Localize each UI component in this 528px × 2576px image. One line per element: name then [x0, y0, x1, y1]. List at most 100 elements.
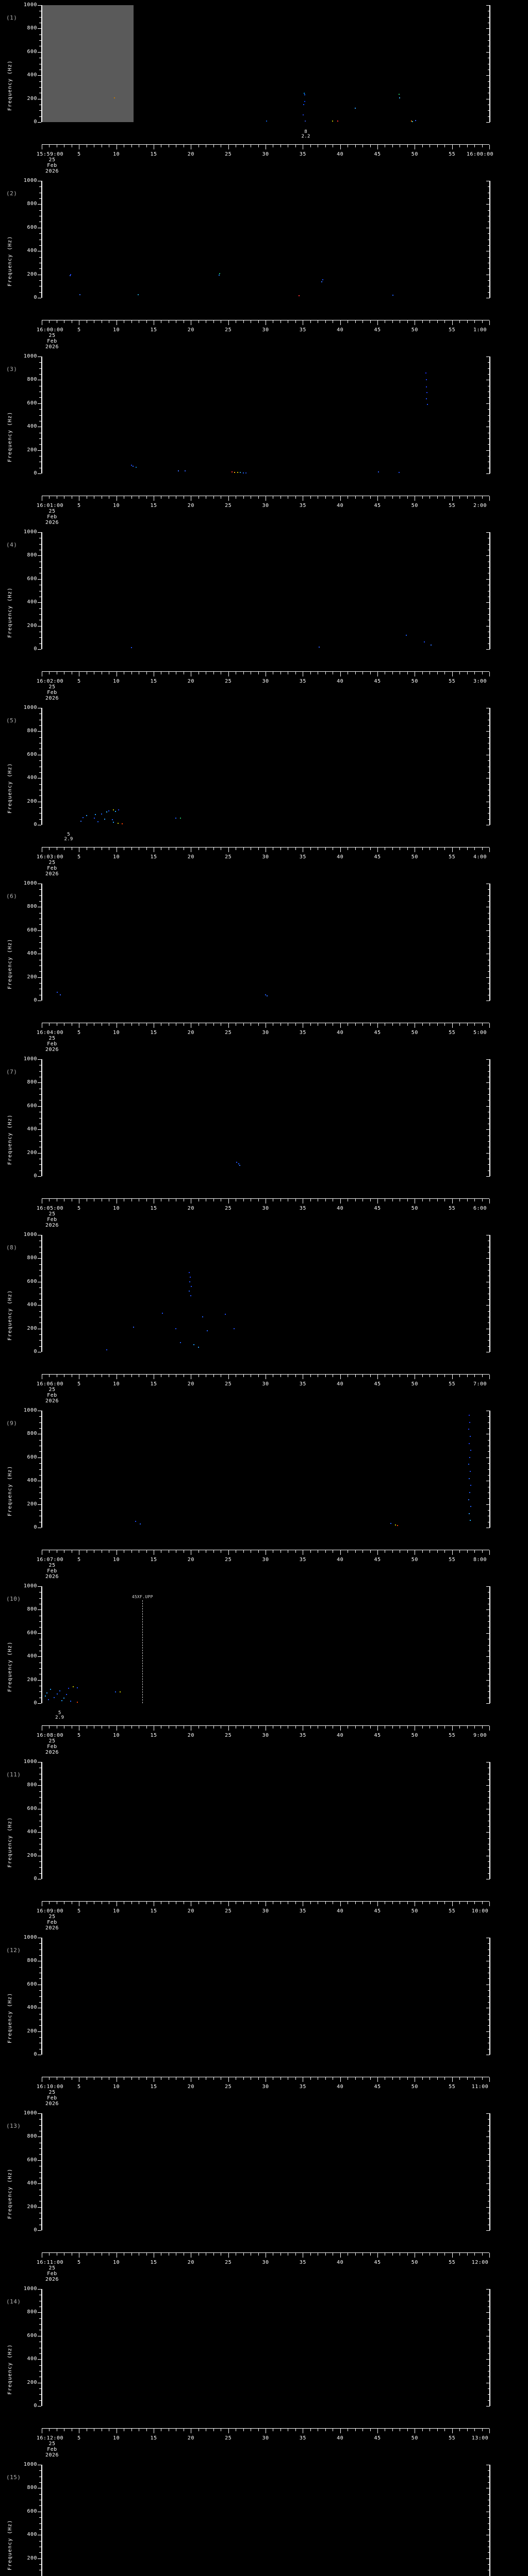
- x-axis-tick-label: 25: [225, 2435, 232, 2441]
- x-axis-tick: [355, 320, 356, 323]
- x-axis-tick: [49, 1902, 50, 1904]
- x-axis-tick: [131, 496, 132, 499]
- y-axis-tick: [38, 2183, 41, 2184]
- x-axis-tick: [489, 145, 490, 149]
- y-axis-tick: [38, 1785, 41, 1786]
- y-axis-tick: [488, 2564, 490, 2565]
- y-axis-tick-label: 800: [27, 1079, 37, 1086]
- x-axis-tick: [355, 1375, 356, 1377]
- y-axis-tick-label: 1000: [23, 880, 37, 886]
- y-axis-tick-label: 400: [27, 951, 37, 957]
- y-axis-tick: [39, 2154, 41, 2155]
- x-axis-tick: [370, 496, 371, 499]
- x-axis-tick: [146, 1199, 147, 1201]
- detection-pixel: [267, 995, 268, 996]
- x-axis-tick: [340, 1375, 341, 1379]
- x-axis-tick: [392, 2253, 393, 2256]
- x-axis-tick: [258, 320, 259, 323]
- x-axis-tick-label: 40: [337, 503, 344, 509]
- x-axis-tick: [310, 1199, 311, 1201]
- x-axis-tick: [280, 1550, 281, 1553]
- y-axis-tick: [39, 1498, 41, 1499]
- x-axis-tick: [213, 496, 214, 499]
- x-axis-tick: [422, 2077, 423, 2080]
- x-axis-tick: [355, 2077, 356, 2080]
- spectrogram-panel: 0 200 400 600 800 1000 Frequency (Hz) (2) 16:00:…: [0, 176, 528, 351]
- x-axis-tick-label: 20: [187, 151, 194, 157]
- x-axis-tick: [474, 848, 475, 850]
- y-axis-tick: [39, 2494, 41, 2495]
- y-axis-tick: [39, 1668, 41, 1669]
- y-axis-tick: [486, 1106, 490, 1107]
- y-axis-tick: [486, 1633, 490, 1634]
- x-axis-tick-label: 35: [299, 503, 306, 509]
- y-axis-tick: [39, 2119, 41, 2120]
- x-axis-tick-label: 40: [337, 151, 344, 157]
- x-axis-tick: [444, 320, 446, 323]
- x-axis-tick: [258, 1023, 259, 1026]
- x-axis-tick: [340, 320, 341, 325]
- y-axis-tick-label: 400: [27, 1829, 37, 1835]
- x-axis-tick: [243, 145, 244, 147]
- date-line: Feb: [47, 163, 57, 168]
- x-axis-tick: [49, 2253, 50, 2256]
- y-axis-tick-label: 200: [27, 1852, 37, 1858]
- x-axis-tick: [131, 1902, 132, 1904]
- y-axis-tick: [486, 5, 490, 6]
- x-axis-tick: [422, 1375, 423, 1377]
- x-axis-tick-label: 5: [77, 854, 81, 860]
- x-axis-tick: [489, 1199, 490, 1204]
- x-axis-tick-label: 40: [337, 2260, 344, 2265]
- x-axis-tick: [444, 2077, 446, 2080]
- y-axis-tick-label: 600: [27, 400, 37, 406]
- y-axis-tick-label: 600: [27, 48, 37, 55]
- detection-pixel: [218, 274, 220, 276]
- detection-pixel: [59, 1690, 60, 1692]
- y-axis-tick: [39, 1164, 41, 1165]
- y-axis-tick-label: 400: [27, 248, 37, 254]
- y-axis-tick-label: 200: [27, 271, 37, 277]
- x-axis-tick-label: 30: [262, 1381, 269, 1387]
- x-axis-tick: [280, 1726, 281, 1728]
- y-axis-tick-label: 0: [34, 2227, 37, 2233]
- y-axis-tick: [488, 2119, 490, 2120]
- detection-pixel: [54, 1697, 55, 1698]
- x-axis-start-label: 16:03:00: [36, 854, 64, 860]
- y-axis-tick: [39, 1416, 41, 1417]
- x-axis-end-label: 3:00: [473, 679, 487, 684]
- y-axis-tick: [38, 5, 41, 6]
- x-axis-tick: [362, 145, 364, 147]
- y-axis-tick: [488, 2172, 490, 2173]
- y-axis-tick: [39, 362, 41, 363]
- spectrogram-panel: 0 200 400 600 800 1000 Frequency (Hz) (6) 16:04:…: [0, 878, 528, 1054]
- x-axis-tick: [489, 320, 490, 325]
- x-axis-tick: [325, 1375, 326, 1377]
- x-axis-tick: [392, 496, 393, 499]
- x-axis-tick: [295, 848, 296, 850]
- x-axis-tick: [49, 145, 50, 147]
- detection-pixel: [189, 1281, 191, 1282]
- y-axis-spine-right: [489, 2465, 490, 2576]
- y-axis-tick: [488, 2037, 490, 2038]
- detection-pixel: [427, 404, 428, 405]
- x-axis-tick: [452, 145, 453, 149]
- x-axis-tick: [482, 1550, 483, 1553]
- x-axis-tick: [452, 1902, 453, 1906]
- y-axis-tick: [39, 1346, 41, 1347]
- y-axis-tick: [488, 1475, 490, 1476]
- y-axis-tick: [39, 268, 41, 269]
- y-axis-tick: [488, 1861, 490, 1862]
- x-axis-tick: [49, 496, 50, 499]
- spectrogram-panel: 0 200 400 600 800 1000 Frequency (Hz) (3) 16:01:…: [0, 351, 528, 527]
- peak-annotation-line2: 2.2: [301, 134, 310, 139]
- x-axis-tick: [49, 2429, 50, 2431]
- x-axis-tick: [146, 496, 147, 499]
- y-axis-tick-label: 1000: [23, 2462, 37, 2467]
- x-axis-tick-label: 5: [77, 1733, 81, 1738]
- y-axis-tick: [488, 2394, 490, 2395]
- x-axis-tick: [362, 1375, 364, 1377]
- y-axis-tick: [488, 1287, 490, 1289]
- y-axis-tick: [486, 1305, 490, 1306]
- x-axis-tick-label: 50: [411, 679, 418, 684]
- x-axis-tick: [482, 320, 483, 323]
